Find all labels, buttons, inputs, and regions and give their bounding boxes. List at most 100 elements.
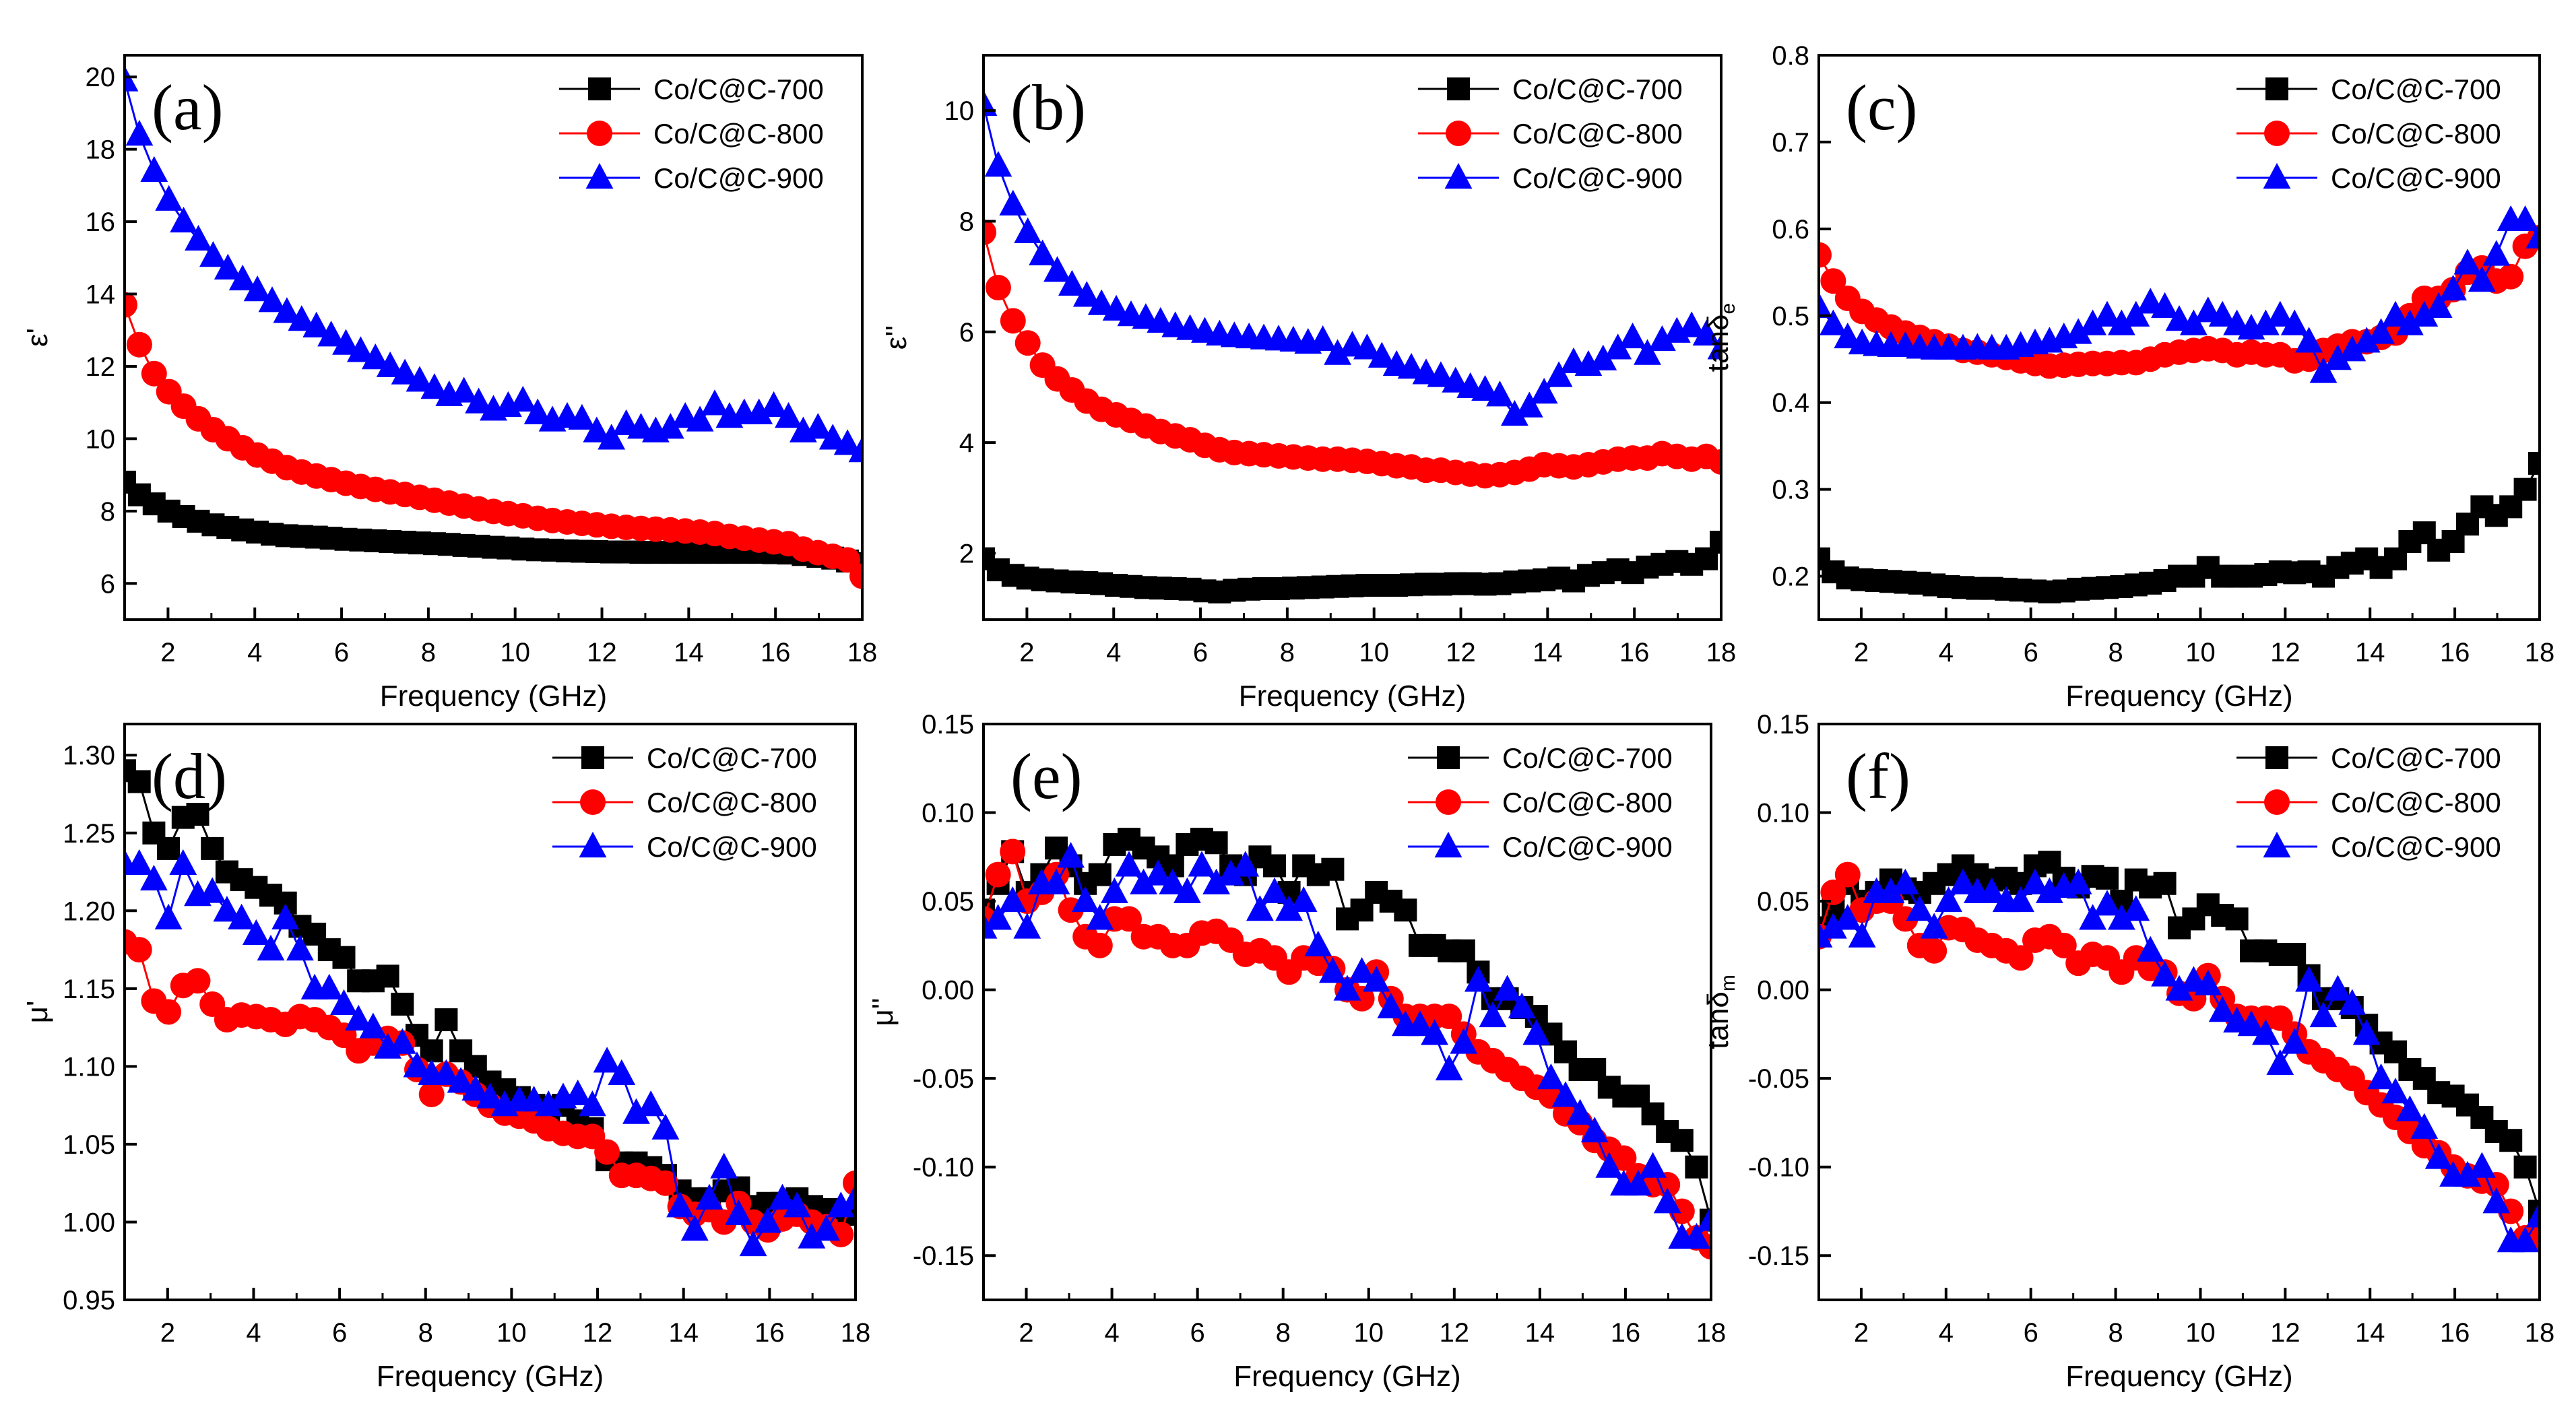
- data-point-f-2-2: [1834, 904, 1862, 930]
- x-tick-label-c-3: 8: [2108, 638, 2123, 667]
- data-point-a-1-2: [141, 360, 167, 387]
- y-tick-label-c-0: 0.2: [1772, 562, 1809, 592]
- legend-marker-f-2: [2263, 831, 2291, 858]
- data-point-f-2-47: [2482, 1187, 2511, 1214]
- data-point-e-2-9: [1101, 877, 1128, 903]
- data-point-d-2-50: [841, 1183, 856, 1210]
- data-point-f-2-20: [2093, 890, 2121, 916]
- legend-label-a-2: Co/C@C-900: [653, 162, 824, 194]
- data-point-e-2-22: [1289, 886, 1318, 913]
- x-tick-label-c-1: 4: [1939, 638, 1954, 667]
- data-point-e-2-42: [1580, 1116, 1609, 1143]
- data-point-f-2-42: [2410, 1113, 2439, 1139]
- y-axis-title-e: μ'': [866, 997, 899, 1026]
- x-tick-label-d-7: 16: [754, 1318, 785, 1348]
- x-tick-label-d-5: 12: [583, 1318, 613, 1348]
- data-point-d-2-11: [271, 903, 300, 929]
- x-tick-label-b-3: 8: [1280, 638, 1295, 667]
- data-point-f-2-15: [2021, 868, 2049, 894]
- x-tick-label-a-3: 8: [421, 638, 436, 667]
- data-point-c-2-24: [2151, 292, 2179, 318]
- data-point-e-2-12: [1144, 859, 1172, 886]
- x-tick-label-d-4: 10: [496, 1318, 527, 1348]
- data-point-a-1-49: [835, 547, 861, 573]
- data-point-d-2-41: [710, 1152, 738, 1179]
- data-point-d-2-8: [228, 903, 255, 929]
- data-point-e-2-7: [1071, 886, 1099, 913]
- x-tick-label-f-7: 16: [2440, 1318, 2470, 1348]
- data-point-b-2-38: [1530, 378, 1558, 404]
- plot-area-d: [125, 759, 856, 1257]
- data-point-f-1-14: [2007, 945, 2034, 971]
- data-point-e-2-28: [1377, 992, 1405, 1018]
- data-point-c-2-26: [2180, 309, 2208, 335]
- data-point-d-2-32: [579, 1090, 606, 1117]
- data-point-e-2-6: [1057, 842, 1085, 868]
- x-tick-label-e-2: 6: [1190, 1318, 1205, 1348]
- data-point-a-2-17: [361, 343, 389, 370]
- y-tick-label-d-2: 1.05: [63, 1130, 115, 1160]
- data-point-c-1-0: [1819, 242, 1832, 268]
- data-point-b-0-50: [1710, 530, 1721, 554]
- y-tick-label-a-4: 14: [86, 280, 116, 310]
- data-point-c-1-48: [2498, 263, 2524, 290]
- data-point-f-2-41: [2396, 1095, 2424, 1121]
- data-point-a-2-19: [391, 358, 419, 385]
- data-point-b-1-0: [984, 219, 996, 245]
- series-line-e-0: [984, 838, 1711, 1220]
- legend-label-f-2: Co/C@C-900: [2331, 831, 2501, 863]
- x-tick-label-d-6: 14: [668, 1318, 699, 1348]
- data-point-b-2-5: [1043, 256, 1071, 282]
- data-point-a-2-2: [140, 156, 168, 182]
- y-tick-label-f-4: 0.05: [1757, 887, 1809, 917]
- x-tick-label-c-8: 18: [2525, 638, 2555, 667]
- data-point-d-2-29: [534, 1090, 562, 1117]
- y-tick-label-d-0: 0.95: [63, 1286, 115, 1315]
- data-point-c-2-0: [1819, 292, 1833, 318]
- legend-label-a-1: Co/C@C-800: [653, 118, 824, 150]
- data-point-d-0-15: [332, 946, 356, 969]
- data-point-d-2-35: [622, 1098, 650, 1124]
- data-point-d-2-36: [637, 1090, 665, 1117]
- x-axis-title-a: Frequency (GHz): [380, 680, 607, 713]
- data-point-f-2-19: [2079, 904, 2106, 930]
- legend-marker-c-0: [2265, 77, 2288, 100]
- legend-label-b-2: Co/C@C-900: [1512, 162, 1683, 194]
- data-point-b-2-43: [1604, 333, 1632, 360]
- data-point-d-1-3: [156, 999, 182, 1025]
- data-point-f-2-43: [2424, 1143, 2453, 1169]
- data-point-f-2-14: [2007, 886, 2034, 913]
- y-tick-label-b-0: 2: [959, 539, 974, 568]
- data-point-a-2-12: [288, 305, 316, 331]
- data-point-d-1-50: [843, 1170, 856, 1196]
- y-tick-label-e-0: -0.15: [913, 1241, 974, 1271]
- data-point-d-2-10: [257, 934, 285, 961]
- data-point-d-2-40: [695, 1183, 723, 1210]
- data-point-e-2-47: [1653, 1187, 1681, 1214]
- x-tick-label-f-4: 10: [2185, 1318, 2216, 1348]
- chart-panel-f: 2 4 6 8 10 12 14 16 18 -0.15 -0.10 -0.05 0.00 0.05 0.1…: [1702, 710, 2554, 1393]
- legend-marker-b-1: [1446, 121, 1471, 146]
- data-point-a-2-14: [317, 321, 345, 347]
- x-tick-label-a-1: 4: [247, 638, 262, 667]
- data-point-a-2-1: [125, 120, 154, 146]
- data-point-c-0-50: [2528, 451, 2540, 475]
- data-point-d-2-48: [812, 1214, 840, 1241]
- data-point-d-0-6: [201, 836, 224, 860]
- data-point-a-2-15: [332, 329, 360, 355]
- data-point-f-2-27: [2194, 969, 2222, 995]
- data-point-d-2-15: [330, 989, 358, 1016]
- data-point-e-2-50: [1697, 1205, 1711, 1231]
- legend-marker-c-1: [2264, 121, 2290, 146]
- data-point-f-1-47: [2483, 1172, 2509, 1197]
- data-point-f-2-6: [1892, 868, 1919, 894]
- data-point-e-2-24: [1319, 957, 1347, 983]
- x-tick-label-d-1: 4: [246, 1318, 261, 1348]
- x-tick-label-a-7: 16: [761, 638, 791, 667]
- data-point-e-2-31: [1421, 1019, 1448, 1045]
- y-tick-label-e-5: 0.10: [922, 799, 974, 828]
- x-tick-label-b-7: 16: [1619, 638, 1650, 667]
- data-point-c-2-18: [2064, 318, 2092, 344]
- data-point-d-2-1: [125, 849, 154, 876]
